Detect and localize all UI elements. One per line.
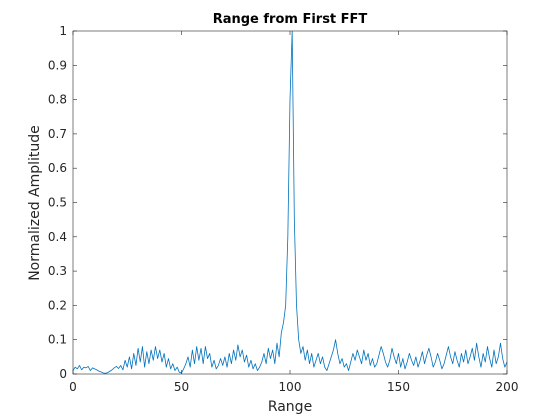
y-tick-label: 0.4 <box>48 230 67 244</box>
y-tick-label: 0.3 <box>48 264 67 278</box>
x-tick-label: 150 <box>387 380 410 394</box>
y-axis-label: Normalized Amplitude <box>27 125 43 281</box>
y-tick-label: 0.8 <box>48 93 67 107</box>
chart-title: Range from First FFT <box>213 12 368 27</box>
y-tick-label: 0.6 <box>48 161 67 175</box>
y-tick-label: 0.5 <box>48 196 67 210</box>
x-tick-label: 200 <box>496 380 519 394</box>
x-tick-label: 100 <box>279 380 302 394</box>
y-tick-label: 0.2 <box>48 298 67 312</box>
y-tick-label: 0.7 <box>48 127 67 141</box>
x-tick-label: 0 <box>69 380 77 394</box>
y-tick-label: 1 <box>59 24 67 38</box>
y-tick-label: 0 <box>59 367 67 381</box>
y-tick-label: 0.1 <box>48 333 67 347</box>
x-tick-label: 50 <box>174 380 189 394</box>
x-axis-label: Range <box>268 399 312 415</box>
y-tick-label: 0.9 <box>48 58 67 72</box>
plot-area: 0 50 100 150 200 0 0.1 0.2 0.3 0.4 0.5 0.6 0.7 0.8 0.9… <box>48 24 519 394</box>
series-line-0 <box>72 30 508 374</box>
